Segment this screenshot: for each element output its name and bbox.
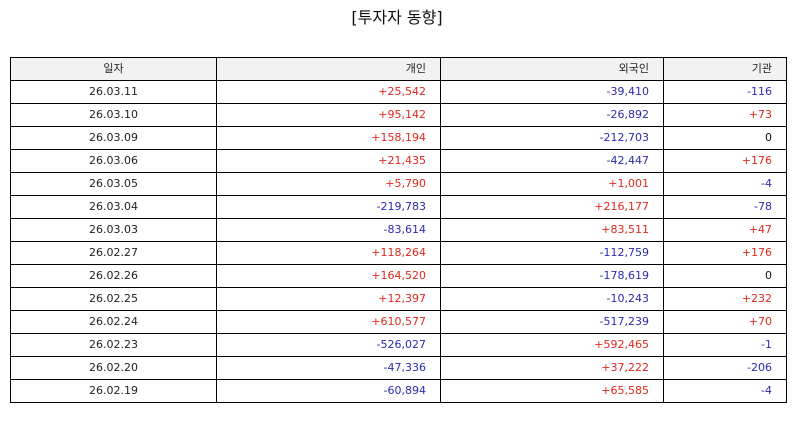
foreign-cell: +216,177 bbox=[440, 195, 664, 219]
table-row: 26.02.24 +610,577 -517,239 +70 bbox=[10, 310, 787, 334]
date-cell: 26.03.09 bbox=[10, 126, 217, 150]
institution-cell: -116 bbox=[663, 80, 787, 104]
individual-cell: +12,397 bbox=[216, 287, 441, 311]
table-row: 26.02.25 +12,397 -10,243 +232 bbox=[10, 287, 787, 311]
date-cell: 26.03.10 bbox=[10, 103, 217, 127]
individual-cell: -47,336 bbox=[216, 356, 441, 380]
institution-cell: +176 bbox=[663, 149, 787, 173]
header-individual: 개인 bbox=[216, 57, 441, 81]
individual-cell: -526,027 bbox=[216, 333, 441, 357]
individual-cell: -60,894 bbox=[216, 379, 441, 403]
institution-cell: +47 bbox=[663, 218, 787, 242]
date-cell: 26.03.05 bbox=[10, 172, 217, 196]
institution-cell: -206 bbox=[663, 356, 787, 380]
foreign-cell: +83,511 bbox=[440, 218, 664, 242]
date-cell: 26.02.26 bbox=[10, 264, 217, 288]
institution-cell: +70 bbox=[663, 310, 787, 334]
institution-cell: -78 bbox=[663, 195, 787, 219]
date-cell: 26.02.19 bbox=[10, 379, 217, 403]
date-cell: 26.03.04 bbox=[10, 195, 217, 219]
foreign-cell: +65,585 bbox=[440, 379, 664, 403]
date-cell: 26.02.24 bbox=[10, 310, 217, 334]
date-cell: 26.03.06 bbox=[10, 149, 217, 173]
date-cell: 26.02.27 bbox=[10, 241, 217, 265]
table-row: 26.02.27 +118,264 -112,759 +176 bbox=[10, 241, 787, 265]
foreign-cell: -517,239 bbox=[440, 310, 664, 334]
institution-cell: +176 bbox=[663, 241, 787, 265]
institution-cell: -4 bbox=[663, 172, 787, 196]
individual-cell: -83,614 bbox=[216, 218, 441, 242]
table-row: 26.03.05 +5,790 +1,001 -4 bbox=[10, 172, 787, 196]
foreign-cell: -26,892 bbox=[440, 103, 664, 127]
date-cell: 26.02.20 bbox=[10, 356, 217, 380]
individual-cell: +25,542 bbox=[216, 80, 441, 104]
table-row: 26.03.11 +25,542 -39,410 -116 bbox=[10, 80, 787, 104]
date-cell: 26.03.11 bbox=[10, 80, 217, 104]
individual-cell: +610,577 bbox=[216, 310, 441, 334]
foreign-cell: +592,465 bbox=[440, 333, 664, 357]
institution-cell: -1 bbox=[663, 333, 787, 357]
table-row: 26.03.03 -83,614 +83,511 +47 bbox=[10, 218, 787, 242]
header-foreign: 외국인 bbox=[440, 57, 664, 81]
table-row: 26.03.10 +95,142 -26,892 +73 bbox=[10, 103, 787, 127]
institution-cell: 0 bbox=[663, 264, 787, 288]
date-cell: 26.02.25 bbox=[10, 287, 217, 311]
individual-cell: +164,520 bbox=[216, 264, 441, 288]
header-date: 일자 bbox=[10, 57, 217, 81]
foreign-cell: -212,703 bbox=[440, 126, 664, 150]
date-cell: 26.02.23 bbox=[10, 333, 217, 357]
table-row: 26.02.23 -526,027 +592,465 -1 bbox=[10, 333, 787, 357]
institution-cell: +73 bbox=[663, 103, 787, 127]
individual-cell: +5,790 bbox=[216, 172, 441, 196]
table-row: 26.02.26 +164,520 -178,619 0 bbox=[10, 264, 787, 288]
page-title: [투자자 동향] bbox=[351, 8, 443, 27]
individual-cell: +95,142 bbox=[216, 103, 441, 127]
individual-cell: -219,783 bbox=[216, 195, 441, 219]
institution-cell: -4 bbox=[663, 379, 787, 403]
table-row: 26.02.19 -60,894 +65,585 -4 bbox=[10, 379, 787, 403]
institution-cell: 0 bbox=[663, 126, 787, 150]
foreign-cell: -42,447 bbox=[440, 149, 664, 173]
individual-cell: +21,435 bbox=[216, 149, 441, 173]
table-header-row: 일자 개인 외국인 기관 bbox=[10, 57, 787, 81]
table-row: 26.03.06 +21,435 -42,447 +176 bbox=[10, 149, 787, 173]
table-body: 26.03.11 +25,542 -39,410 -116 26.03.10 +95,14… bbox=[10, 80, 787, 403]
foreign-cell: -178,619 bbox=[440, 264, 664, 288]
header-institution: 기관 bbox=[663, 57, 787, 81]
individual-cell: +118,264 bbox=[216, 241, 441, 265]
table-row: 26.03.04 -219,783 +216,177 -78 bbox=[10, 195, 787, 219]
individual-cell: +158,194 bbox=[216, 126, 441, 150]
foreign-cell: -112,759 bbox=[440, 241, 664, 265]
date-cell: 26.03.03 bbox=[10, 218, 217, 242]
foreign-cell: -10,243 bbox=[440, 287, 664, 311]
table-row: 26.03.09 +158,194 -212,703 0 bbox=[10, 126, 787, 150]
table-row: 26.02.20 -47,336 +37,222 -206 bbox=[10, 356, 787, 380]
foreign-cell: +37,222 bbox=[440, 356, 664, 380]
foreign-cell: -39,410 bbox=[440, 80, 664, 104]
investor-trend-table: 일자 개인 외국인 기관 26.03.11 +25,542 -39,410 -116 2… bbox=[10, 57, 787, 403]
foreign-cell: +1,001 bbox=[440, 172, 664, 196]
institution-cell: +232 bbox=[663, 287, 787, 311]
